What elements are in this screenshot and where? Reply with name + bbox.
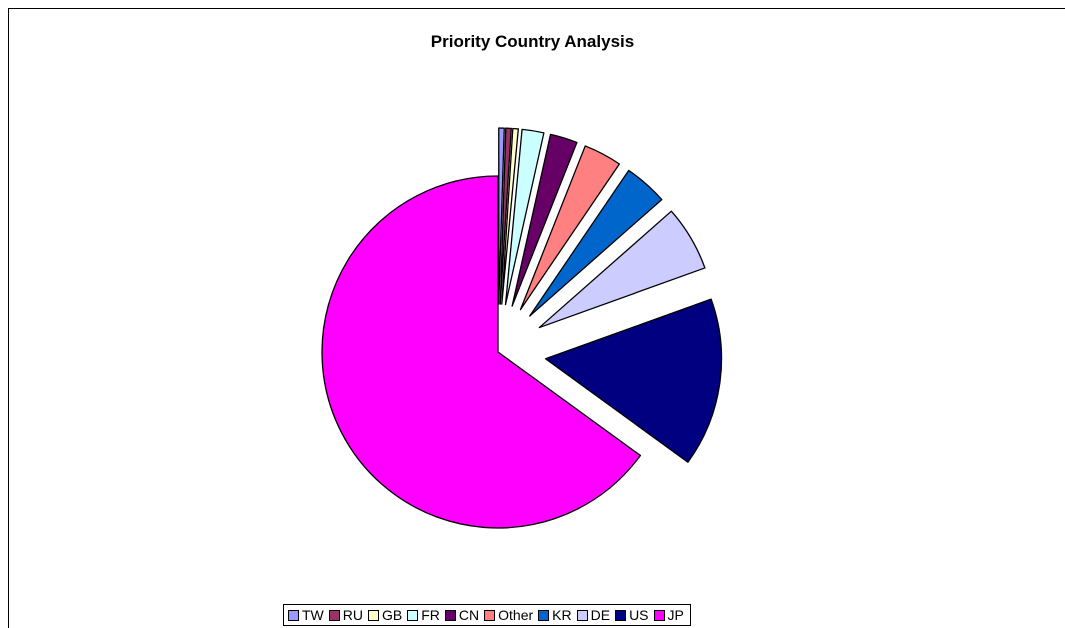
legend-swatch (368, 609, 379, 621)
legend-item-kr: KR (538, 607, 572, 623)
legend-item-other: Other (484, 608, 533, 622)
chart-title: Priority Country Analysis (430, 32, 635, 51)
legend-item-fr: FR (407, 608, 440, 622)
legend-item-jp: JP (653, 607, 684, 623)
pie-slices (321, 127, 723, 529)
legend-swatch (653, 609, 665, 621)
pie-slice-jp (321, 175, 642, 529)
legend-item-us: US (615, 607, 649, 623)
pie-slice-tw (498, 127, 505, 305)
legend-label: TW (302, 607, 324, 623)
pie-slice-us (544, 298, 723, 463)
chart-area (8, 8, 1065, 628)
pie-slice-other (519, 145, 621, 311)
legend-label: RU (342, 607, 363, 623)
pie-slice-cn (511, 133, 578, 307)
legend-label: KR (552, 607, 572, 623)
legend-label: DE (590, 607, 611, 623)
legend-label: US (629, 607, 649, 623)
pie-slice-fr (504, 128, 545, 306)
pie-slice-kr (529, 169, 663, 317)
legend-swatch (615, 609, 627, 621)
legend-label: JP (667, 607, 684, 623)
legend-swatch (328, 609, 340, 621)
pie-slice-ru (499, 127, 512, 305)
legend-swatch (288, 609, 299, 621)
legend-swatch (484, 609, 496, 621)
legend-swatch (444, 609, 456, 621)
legend-item-gb: GB (368, 608, 402, 622)
legend-item-de: DE (576, 607, 611, 623)
pie-slice-gb (501, 127, 519, 305)
legend-swatch (538, 609, 550, 621)
legend-label: GB (382, 607, 403, 623)
legend-swatch (407, 609, 419, 621)
legend-label: CN (458, 607, 480, 623)
legend-label: FR (421, 607, 440, 623)
legend-item-ru: RU (328, 607, 363, 623)
legend-item-cn: CN (444, 607, 480, 623)
legend-label: Other (498, 607, 534, 623)
pie-slice-de (538, 210, 706, 329)
legend-item-tw: TW (288, 608, 324, 622)
legend-swatch (576, 609, 588, 621)
legend: TW RU GB FR CN Other KR DE US JP (283, 604, 691, 626)
